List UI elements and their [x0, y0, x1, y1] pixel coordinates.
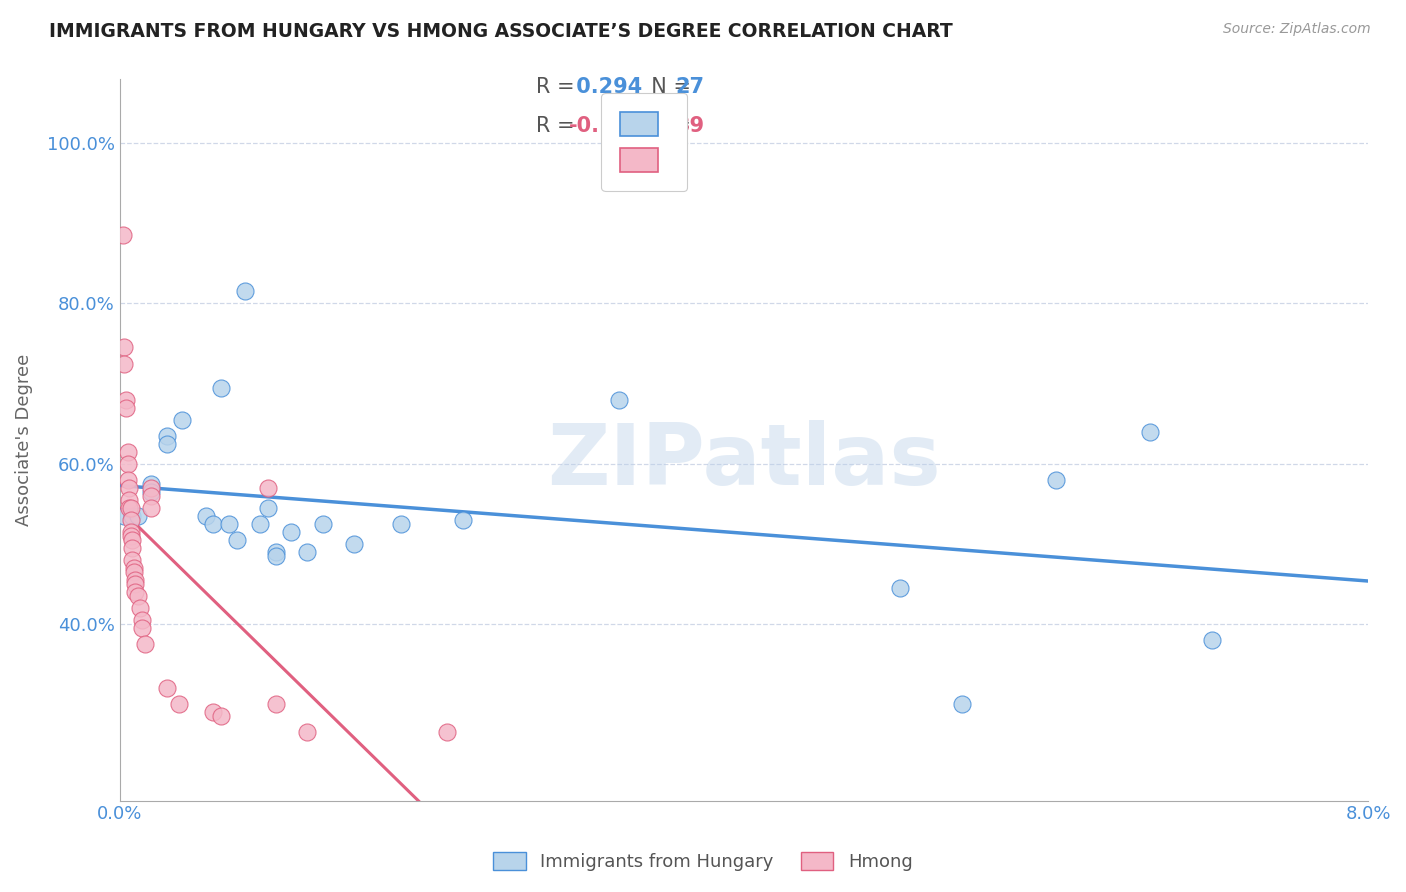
Point: [264, 698, 287, 712]
Point: [209, 381, 232, 395]
Point: [115, 392, 138, 407]
Text: 0.294: 0.294: [569, 78, 643, 97]
Point: [117, 457, 139, 471]
Point: [451, 513, 474, 527]
Point: [1139, 425, 1161, 439]
Point: [264, 545, 287, 559]
Point: [202, 706, 225, 720]
Point: [139, 481, 162, 495]
Point: [249, 516, 271, 531]
Point: [118, 492, 141, 507]
Point: [295, 725, 318, 739]
Point: [202, 516, 225, 531]
Point: [607, 392, 630, 407]
Point: [134, 637, 156, 651]
Point: [233, 285, 256, 299]
Text: 39: 39: [675, 116, 704, 136]
Point: [115, 401, 138, 415]
Text: Source: ZipAtlas.com: Source: ZipAtlas.com: [1223, 22, 1371, 37]
Point: [122, 565, 145, 579]
Point: [155, 436, 177, 450]
Point: [120, 524, 142, 539]
Point: [121, 508, 143, 523]
Point: [120, 500, 142, 515]
Point: [264, 549, 287, 563]
Point: [218, 516, 240, 531]
Point: [1201, 633, 1223, 648]
Point: [139, 489, 162, 503]
Point: [124, 573, 146, 587]
Point: [139, 476, 162, 491]
Text: R =: R =: [536, 116, 581, 136]
Text: 27: 27: [675, 78, 704, 97]
Point: [114, 357, 136, 371]
Point: [124, 577, 146, 591]
Point: [139, 500, 162, 515]
Text: IMMIGRANTS FROM HUNGARY VS HMONG ASSOCIATE’S DEGREE CORRELATION CHART: IMMIGRANTS FROM HUNGARY VS HMONG ASSOCIA…: [49, 22, 953, 41]
Point: [139, 484, 162, 499]
Point: [172, 412, 194, 426]
Point: [155, 428, 177, 442]
Point: [120, 513, 142, 527]
Point: [889, 581, 911, 595]
Point: [952, 698, 974, 712]
Point: [436, 725, 458, 739]
Text: R =: R =: [536, 78, 581, 97]
Point: [257, 481, 280, 495]
Text: ZIPatlas: ZIPatlas: [547, 420, 941, 503]
Point: [389, 516, 412, 531]
Point: [127, 589, 149, 603]
Point: [111, 228, 134, 243]
Point: [127, 508, 149, 523]
Point: [122, 561, 145, 575]
Point: [114, 341, 136, 355]
Point: [167, 698, 190, 712]
Point: [295, 545, 318, 559]
Point: [343, 537, 366, 551]
Legend: , : ,: [602, 93, 686, 191]
Point: [311, 516, 333, 531]
Point: [121, 541, 143, 555]
Point: [155, 681, 177, 696]
Point: [194, 508, 217, 523]
Point: [118, 481, 141, 495]
Text: N =: N =: [638, 78, 697, 97]
Text: -0.195: -0.195: [569, 116, 644, 136]
Point: [117, 473, 139, 487]
Point: [120, 529, 142, 543]
Point: [280, 524, 302, 539]
Legend: Immigrants from Hungary, Hmong: Immigrants from Hungary, Hmong: [486, 846, 920, 879]
Point: [118, 500, 141, 515]
Point: [114, 508, 136, 523]
Point: [131, 621, 153, 635]
Point: [121, 553, 143, 567]
Point: [1045, 473, 1067, 487]
Point: [257, 500, 280, 515]
Point: [121, 533, 143, 547]
Point: [209, 709, 232, 723]
Point: [124, 585, 146, 599]
Text: N =: N =: [638, 116, 697, 136]
Y-axis label: Associate's Degree: Associate's Degree: [15, 353, 32, 526]
Point: [129, 601, 152, 615]
Point: [117, 444, 139, 458]
Point: [225, 533, 247, 547]
Point: [131, 613, 153, 627]
